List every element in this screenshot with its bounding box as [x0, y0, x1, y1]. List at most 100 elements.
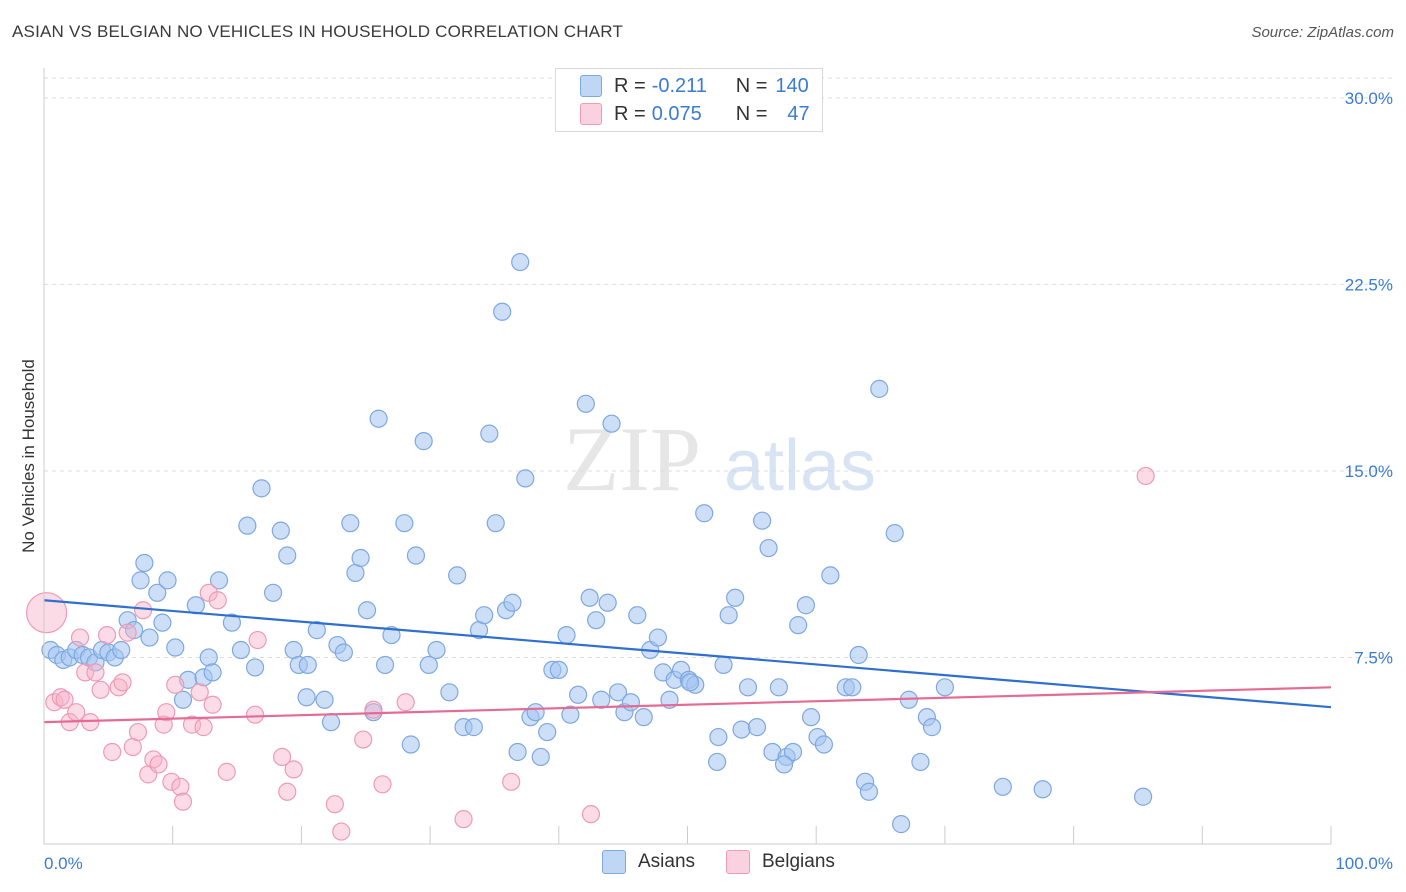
- axes: 7.5% 15.0% 22.5% 30.0% 0.0% 100.0%: [43, 68, 1393, 873]
- data-point: [133, 601, 153, 620]
- data-point: [821, 566, 840, 585]
- data-point: [245, 658, 265, 677]
- data-point: [475, 606, 494, 625]
- data-point: [315, 690, 334, 709]
- y-tick-label: 15.0%: [1345, 462, 1393, 481]
- data-point: [719, 606, 738, 625]
- data-point: [695, 504, 714, 523]
- data-point: [382, 625, 401, 645]
- data-point: [769, 678, 788, 697]
- data-point: [448, 566, 467, 585]
- data-point: [149, 755, 168, 774]
- data-point: [332, 822, 351, 841]
- data-point: [789, 616, 808, 635]
- data-point: [648, 628, 667, 647]
- data-point: [911, 752, 930, 772]
- data-point: [581, 805, 601, 824]
- y-tick-label: 7.5%: [1354, 648, 1393, 667]
- data-point: [709, 727, 728, 747]
- series-legend: Asians Belgians: [0, 850, 1406, 878]
- data-point: [580, 588, 599, 607]
- data-point: [592, 690, 611, 709]
- watermark-zip: ZIP: [563, 408, 701, 510]
- legend-r-value: 0.075: [651, 102, 702, 125]
- data-point: [131, 571, 150, 590]
- x-tick-label-max: 100.0%: [1335, 854, 1393, 873]
- data-point: [892, 815, 911, 834]
- belgians-legend-swatch: [726, 850, 750, 874]
- data-point: [128, 722, 148, 742]
- data-point: [759, 538, 778, 558]
- belgians-swatch: [580, 103, 602, 125]
- data-point: [113, 673, 132, 692]
- data-point: [208, 591, 227, 610]
- gridlines: [44, 77, 1392, 658]
- y-axis-label: No Vehicles in Household: [19, 359, 38, 553]
- data-point: [714, 655, 733, 675]
- data-point: [194, 718, 213, 737]
- data-point: [271, 521, 290, 540]
- data-point: [190, 683, 209, 702]
- x-tick-label-min: 0.0%: [44, 854, 83, 873]
- data-point: [354, 730, 373, 749]
- data-point: [173, 792, 193, 811]
- data-point: [801, 708, 821, 727]
- legend-item-asians[interactable]: Asians: [602, 850, 695, 874]
- data-point: [238, 516, 257, 535]
- watermark-atlas: atlas: [724, 426, 876, 506]
- y-tick-label: 30.0%: [1345, 89, 1393, 108]
- data-point: [753, 511, 772, 530]
- data-point: [118, 623, 137, 642]
- asians-points: [41, 252, 1153, 834]
- data-point: [86, 663, 105, 682]
- data-point: [406, 546, 426, 565]
- data-point: [166, 675, 185, 694]
- data-point: [217, 762, 236, 781]
- data-point: [526, 703, 545, 722]
- legend-belgians-label: Belgians: [762, 851, 835, 872]
- data-point: [203, 663, 222, 682]
- data-point: [486, 514, 505, 533]
- legend-n-label: N =: [735, 102, 768, 125]
- legend-row-belgians: R = 0.075 N = 47: [580, 102, 810, 126]
- data-point: [373, 775, 392, 794]
- data-point: [298, 655, 317, 675]
- data-point: [325, 795, 344, 814]
- data-point: [747, 718, 767, 737]
- belgians-points: [25, 466, 1155, 841]
- data-point: [849, 645, 868, 665]
- data-point: [796, 596, 816, 615]
- data-point: [171, 777, 190, 796]
- data-point: [222, 613, 242, 632]
- legend-row-asians: R = -0.211 N = 140: [580, 74, 809, 98]
- data-point: [231, 640, 251, 660]
- legend-item-belgians[interactable]: Belgians: [726, 850, 835, 874]
- data-point: [738, 678, 758, 697]
- data-point: [140, 628, 159, 647]
- data-point: [186, 596, 205, 615]
- data-point: [153, 613, 172, 632]
- data-point: [440, 683, 459, 702]
- data-point: [148, 583, 167, 602]
- belgians-trend-line: [43, 686, 1332, 724]
- data-point: [55, 690, 74, 709]
- data-point: [364, 700, 383, 719]
- data-point: [1136, 466, 1155, 486]
- data-point: [993, 777, 1012, 796]
- data-point: [621, 693, 640, 712]
- asians-trend-line: [43, 599, 1332, 709]
- legend-r-label: R =: [614, 74, 646, 97]
- data-point: [1033, 780, 1052, 799]
- data-point: [608, 683, 628, 702]
- data-point: [182, 715, 202, 734]
- data-point: [67, 703, 86, 722]
- legend-asians-label: Asians: [638, 851, 696, 872]
- data-point: [726, 588, 745, 607]
- legend-n-label: N =: [735, 74, 768, 97]
- data-point: [173, 690, 193, 709]
- data-point: [248, 630, 267, 650]
- data-point: [549, 660, 568, 680]
- data-point: [602, 414, 621, 433]
- data-point: [341, 514, 360, 533]
- data-point: [843, 678, 862, 697]
